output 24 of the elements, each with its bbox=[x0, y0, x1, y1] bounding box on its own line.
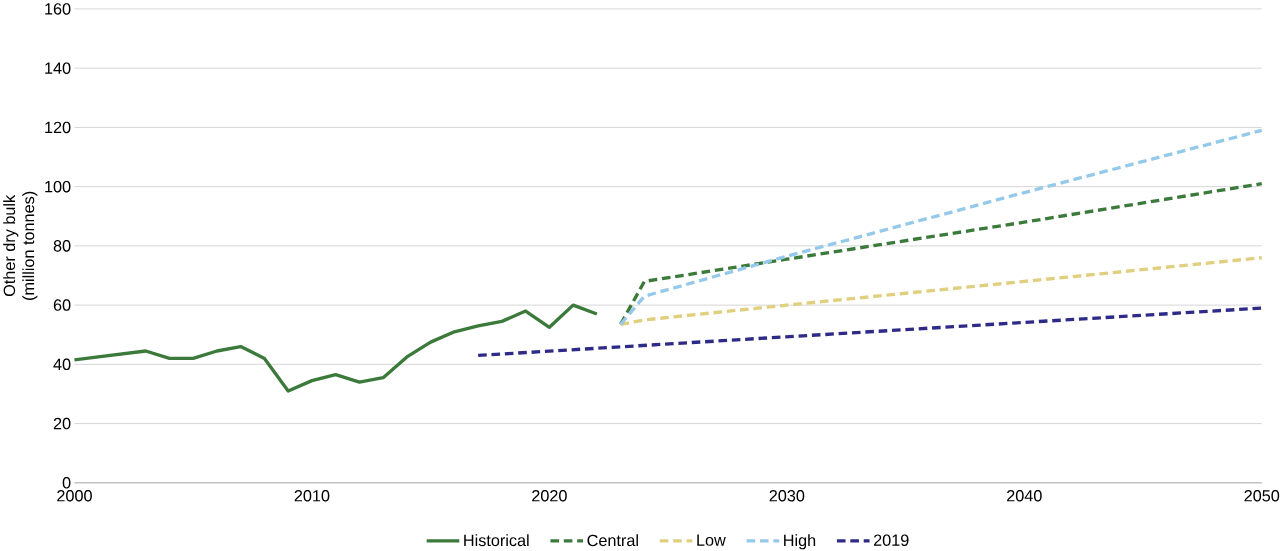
x-tick-label: 2010 bbox=[294, 489, 330, 502]
y-axis-title: Other dry bulk (million tonnes) bbox=[3, 191, 38, 300]
legend-label: High bbox=[784, 534, 816, 550]
y-tick-label: 40 bbox=[53, 358, 71, 370]
y-tick-label: 0 bbox=[62, 476, 71, 489]
x-tick-label: 2050 bbox=[1244, 489, 1280, 502]
y-tick-label: 160 bbox=[45, 3, 71, 15]
y-tick-label: 100 bbox=[45, 180, 71, 193]
y-tick-label: 20 bbox=[53, 417, 71, 430]
legend-label: 2019 bbox=[873, 534, 909, 546]
legend-label: Central bbox=[587, 534, 638, 547]
legend-label: Historical bbox=[464, 534, 529, 547]
x-tick-label: 2000 bbox=[57, 489, 92, 502]
x-tick-label: 2040 bbox=[1007, 489, 1042, 502]
y-tick-label: 140 bbox=[45, 62, 71, 74]
x-tick-label: 2020 bbox=[532, 489, 567, 502]
y-tick-label: 120 bbox=[45, 121, 71, 134]
legend-label: Low bbox=[697, 534, 726, 546]
y-tick-label: 80 bbox=[53, 240, 71, 252]
y-tick-label: 60 bbox=[53, 299, 71, 311]
line-series bbox=[618, 255, 1264, 326]
line-series bbox=[618, 128, 1264, 326]
x-tick-label: 2030 bbox=[769, 489, 805, 502]
line-series bbox=[618, 181, 1264, 326]
